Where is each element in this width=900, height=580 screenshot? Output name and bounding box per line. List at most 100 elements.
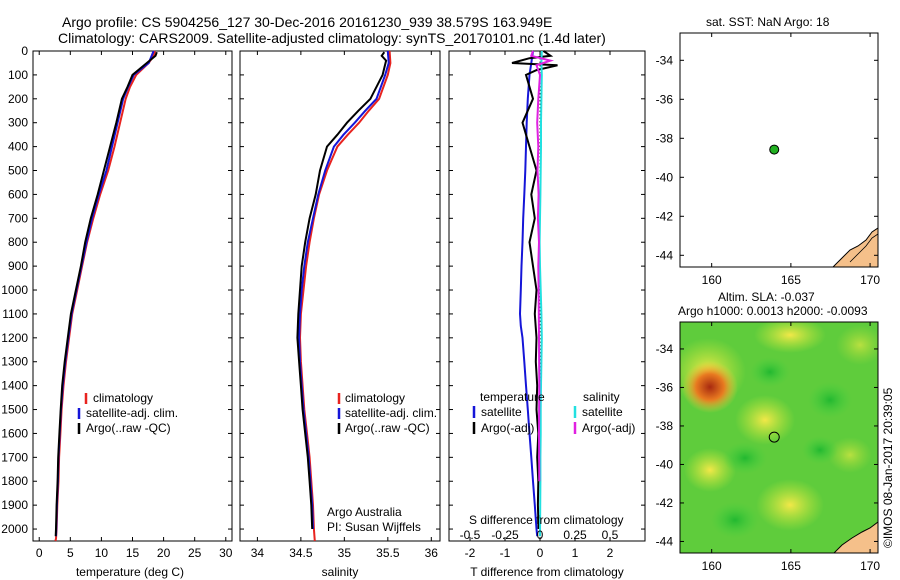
legend-label-satellite: satellite-adj. clim. (86, 406, 178, 420)
annotation-line2: PI: Susan Wijffels (327, 520, 421, 534)
y-tick-label: 600 (8, 187, 28, 201)
y-tick-label: 1500 (1, 403, 28, 417)
salinity-panel: 34 34.5 35 35.5 36 salinity (239, 50, 441, 579)
map-sst: 160 165 170 -34 -36 -38 -40 -42 -44 (656, 32, 880, 287)
map-sst-title: sat. SST: NaN Argo: 18 (706, 15, 830, 29)
y-tick-label: 400 (8, 140, 28, 154)
x-tick-label: 30 (219, 546, 233, 560)
y-tick-label: 1200 (1, 331, 28, 345)
y-tick-label: -44 (656, 534, 674, 548)
map-sla: 160 165 170 -34 -36 -38 -40 -42 -44 (656, 321, 880, 573)
s-tick-label: 0 (537, 528, 544, 542)
y-tick-label: 1400 (1, 379, 28, 393)
argo-location-marker (768, 431, 780, 443)
temperature-legend: climatology satellite-adj. clim. Argo(..… (77, 391, 178, 435)
credit-text: ©IMOS 08-Jan-2017 20:39:05 (881, 387, 895, 548)
x-tick-label: 0 (36, 546, 43, 560)
y-tick-label: 200 (8, 92, 28, 106)
legend-header-salinity: salinity (583, 390, 620, 404)
series-line-argo (54, 51, 158, 537)
y-tick-label: -36 (656, 92, 674, 106)
x-tick-label: 2 (607, 546, 614, 560)
y-tick-label: 100 (8, 68, 28, 82)
legend-label-t-argo: Argo(-adj) (481, 421, 534, 435)
y-tick-label: 300 (8, 116, 28, 130)
x-axis-label: T difference from climatology (470, 565, 624, 579)
legend-label-climatology: climatology (345, 391, 405, 405)
x-tick-label: 165 (781, 559, 801, 573)
x-tick-label: 35.5 (376, 546, 400, 560)
annotation-line1: Argo Australia (327, 505, 402, 519)
legend-label-satellite: satellite-adj. clim. (345, 406, 437, 420)
x-tick-label: 34.5 (289, 546, 313, 560)
x-tick-label: 0 (537, 546, 544, 560)
series-line-sat_s (538, 50, 543, 537)
argo-location-marker (769, 144, 780, 155)
x-tick-label: 170 (860, 559, 880, 573)
s-difference-ticks: -0.5 -0.25 0 0.25 0.5 (460, 528, 619, 542)
x-tick-label: 20 (157, 546, 171, 560)
s-tick-label: -0.25 (491, 528, 519, 542)
y-tick-label: -34 (656, 342, 674, 356)
y-tick-label: 0 (21, 44, 28, 58)
x-tick-label: 160 (702, 559, 722, 573)
sla-heatmap (680, 322, 878, 553)
y-tick-label: 1800 (1, 474, 28, 488)
y-tick-label: 800 (8, 235, 28, 249)
s-difference-label: S difference from climatology (469, 513, 624, 527)
x-tick-label: -2 (465, 546, 476, 560)
y-tick-label: -38 (656, 131, 674, 145)
y-tick-label: 1600 (1, 426, 28, 440)
x-tick-label: 170 (860, 273, 880, 287)
header-line2: Climatology: CARS2009. Satellite-adjuste… (58, 30, 606, 46)
legend-label-argo: Argo(..raw -QC) (345, 421, 430, 435)
series-line-argo_s (529, 50, 555, 482)
salinity-legend: climatology satellite-adj. clim. Argo(..… (337, 391, 437, 435)
x-tick-label: 5 (67, 546, 74, 560)
y-tick-label: 1100 (2, 307, 28, 321)
legend-header-temperature: temperature (480, 390, 545, 404)
legend-label-climatology: climatology (93, 391, 153, 405)
y-tick-label: 700 (8, 211, 28, 225)
x-tick-label: 165 (781, 273, 801, 287)
y-tick-label: 1000 (1, 283, 28, 297)
s-tick-label: 0.25 (563, 528, 587, 542)
legend-label-s-satellite: satellite (582, 405, 623, 419)
x-tick-label: 10 (95, 546, 109, 560)
s-tick-label: 0.5 (602, 528, 619, 542)
x-tick-label: 1 (572, 546, 579, 560)
land-patch (832, 227, 878, 267)
map-frame (679, 32, 879, 268)
series-line-sat (518, 50, 539, 537)
x-tick-label: 25 (188, 546, 202, 560)
temperature-panel: 0100200300400500600700800900100011001200… (1, 44, 232, 579)
x-tick-label: 15 (126, 546, 140, 560)
x-tick-label: 36 (425, 546, 439, 560)
coastline (849, 233, 878, 263)
y-tick-label: 1700 (1, 450, 28, 464)
legend-label-s-argo: Argo(-adj) (582, 421, 635, 435)
series-line-argo (511, 50, 558, 530)
y-tick-label: 2000 (1, 522, 28, 536)
difference-panel: -2 -1 0 1 2 T difference from climatology (448, 50, 646, 579)
plot-frame (32, 50, 233, 542)
y-tick-label: -36 (656, 380, 674, 394)
map-frame (679, 321, 879, 554)
y-tick-label: -42 (656, 209, 674, 223)
plot-frame (239, 50, 441, 542)
y-tick-label: -44 (656, 248, 674, 262)
series-line-argo (296, 51, 388, 530)
x-tick-label: 34 (251, 546, 265, 560)
map-sla-title: Altim. SLA: -0.037 (718, 290, 815, 304)
y-tick-label: 1900 (1, 498, 28, 512)
header-line1: Argo profile: CS 5904256_127 30-Dec-2016… (62, 14, 552, 30)
y-tick-label: 900 (8, 259, 28, 273)
y-tick-label: -38 (656, 419, 674, 433)
y-tick-label: -34 (656, 53, 674, 67)
x-tick-label: 35 (338, 546, 352, 560)
y-tick-label: -40 (656, 457, 674, 471)
land-patch (833, 521, 878, 553)
plot-frame (448, 50, 646, 542)
y-tick-label: -42 (656, 496, 674, 510)
s-tick-label: -0.5 (460, 528, 481, 542)
